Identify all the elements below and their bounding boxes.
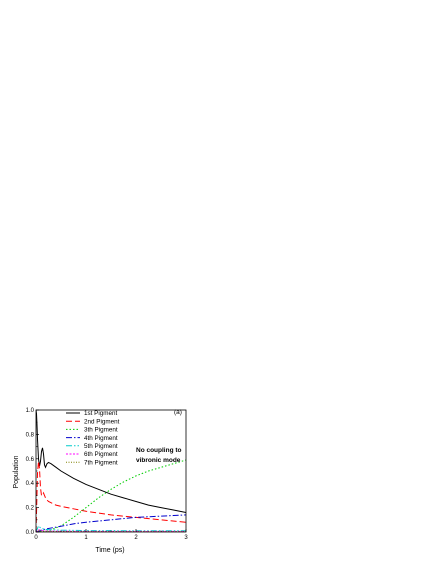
- annotation-line-2: vibronic mode: [136, 457, 181, 464]
- series-line-3: [36, 459, 186, 532]
- y-tick-label-0: 0.0: [26, 530, 35, 536]
- x-tick-label-2: 2: [134, 535, 138, 541]
- y-tick-label-2: 0.4: [26, 481, 35, 487]
- annotation-line-1: No coupling to: [136, 447, 182, 454]
- legend-label-5: 5th Pigment: [84, 443, 118, 450]
- series-line-2: [36, 461, 186, 532]
- panel-label: (a): [174, 409, 182, 416]
- legend-label-7: 7th Pigment: [84, 459, 118, 466]
- x-tick-label-3: 3: [184, 535, 188, 541]
- y-tick-label-3: 0.6: [26, 457, 35, 463]
- y-tick-label-1: 0.2: [26, 506, 35, 512]
- legend-label-6: 6th Pigment: [84, 451, 118, 458]
- plot-area: [36, 410, 186, 532]
- x-axis-title: Time (ps): [95, 547, 124, 554]
- y-tick-label-4: 0.8: [26, 432, 35, 438]
- legend-label-1: 1st Pigment: [84, 410, 117, 417]
- x-tick-label-1: 1: [84, 535, 88, 541]
- legend-label-4: 4th Pigment: [84, 435, 118, 442]
- series-line-4: [36, 514, 186, 532]
- series-line-7: [36, 530, 186, 532]
- y-tick-label-5: 1.0: [26, 408, 35, 414]
- legend-label-2: 2nd Pigment: [84, 418, 120, 425]
- axes: 0 1 2 3 0.0 0.2 0.4 0.6 0.8 1.0: [26, 408, 189, 541]
- y-axis-title: Population: [13, 455, 20, 488]
- legend-label-3: 3th Pigment: [84, 427, 118, 434]
- x-tick-label-0: 0: [34, 535, 38, 541]
- series-line-1: [36, 410, 186, 513]
